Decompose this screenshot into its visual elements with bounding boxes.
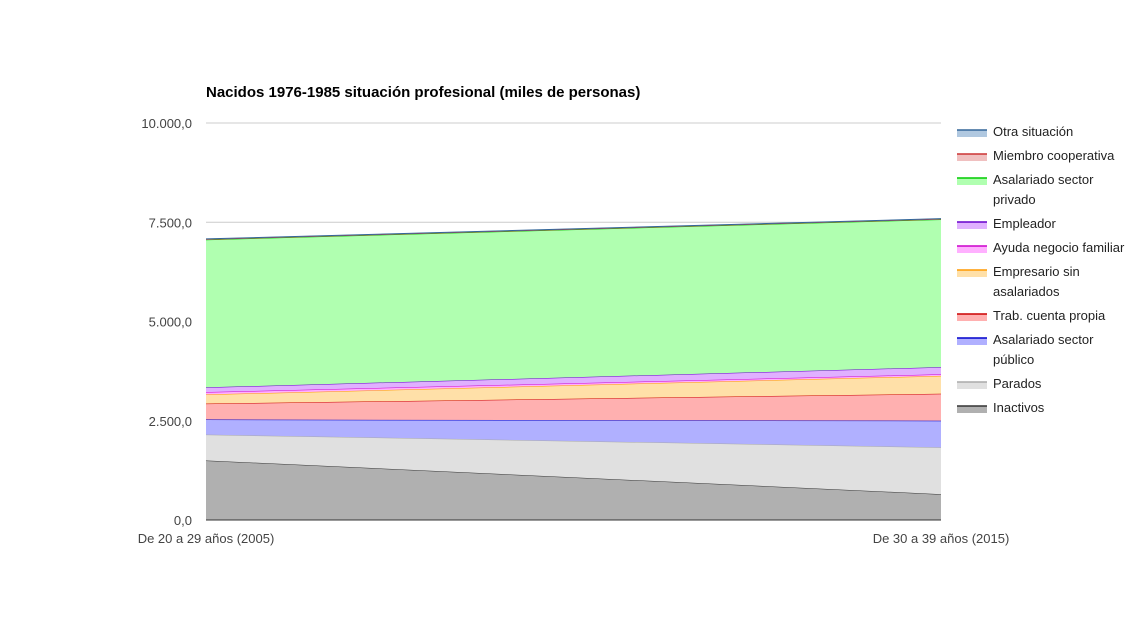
legend-swatch <box>957 130 987 137</box>
area-3 <box>206 393 941 421</box>
legend-label: Trab. cuenta propia <box>993 308 1106 323</box>
legend-swatch <box>957 406 987 413</box>
legend-item: Inactivos <box>957 400 1045 415</box>
area-2 <box>206 419 941 448</box>
area-1 <box>206 434 941 495</box>
legend-label: Asalariado sector privado <box>993 172 1094 207</box>
legend-swatch <box>957 270 987 277</box>
legend-label: Otra situación <box>993 124 1073 139</box>
axes: 0,0 2.500,0 5.000,0 7.500,0 10.000,0 De 20 a … <box>138 116 1010 546</box>
legend-swatch <box>957 246 987 253</box>
area-7 <box>206 219 941 388</box>
legend-item: Asalariado sector privado <box>957 172 1094 207</box>
legend-swatch <box>957 314 987 321</box>
y-tick-label: 0,0 <box>174 513 192 528</box>
legend-label: Inactivos <box>993 400 1045 415</box>
legend-item: Ayuda negocio familiar <box>957 240 1125 255</box>
area-6 <box>206 367 941 393</box>
legend-label: Miembro cooperativa <box>993 148 1115 163</box>
legend-swatch <box>957 222 987 229</box>
legend-swatch <box>957 382 987 389</box>
y-tick-label: 10.000,0 <box>141 116 192 131</box>
plot-areas <box>205 218 942 520</box>
legend-item: Trab. cuenta propia <box>957 308 1106 323</box>
y-tick-label: 7.500,0 <box>149 215 192 230</box>
legend-label: Empresario sin asalariados <box>993 264 1080 299</box>
legend-item: Parados <box>957 376 1042 391</box>
area-0 <box>206 460 941 520</box>
x-tick-label: De 20 a 29 años (2005) <box>138 531 275 546</box>
legend-swatch <box>957 154 987 161</box>
legend-label: Parados <box>993 376 1042 391</box>
y-tick-label: 2.500,0 <box>149 414 192 429</box>
legend-swatch <box>957 338 987 345</box>
legend-label: Empleador <box>993 216 1057 231</box>
legend-item: Empleador <box>957 216 1057 231</box>
legend-label: Asalariado sector público <box>993 332 1094 367</box>
legend: Otra situación Miembro cooperativa Asalari… <box>957 124 1125 415</box>
y-tick-label: 5.000,0 <box>149 315 192 330</box>
legend-item: Miembro cooperativa <box>957 148 1115 163</box>
legend-item: Otra situación <box>957 124 1073 139</box>
legend-label: Ayuda negocio familiar <box>993 240 1125 255</box>
area-line-2 <box>205 419 942 422</box>
legend-swatch <box>957 178 987 185</box>
x-tick-label: De 30 a 39 años (2015) <box>873 531 1010 546</box>
area-4 <box>206 375 941 404</box>
chart-title: Nacidos 1976-1985 situación profesional … <box>206 84 640 101</box>
legend-item: Empresario sin asalariados <box>957 264 1080 299</box>
area-5 <box>206 374 941 395</box>
area-line-9 <box>205 218 942 240</box>
legend-item: Asalariado sector público <box>957 332 1094 367</box>
